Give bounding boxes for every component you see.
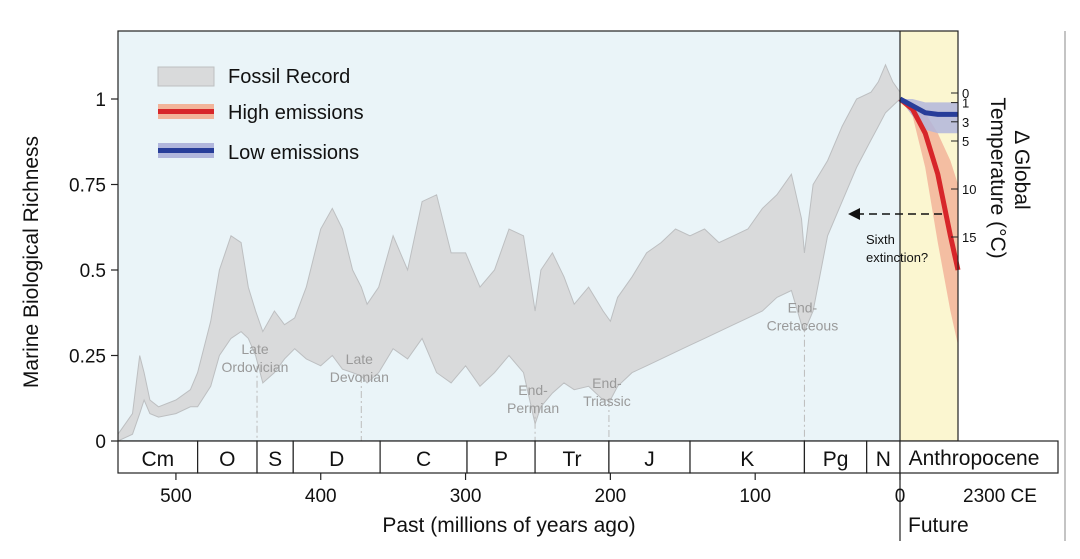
y-tick-label: 0 bbox=[95, 432, 106, 453]
temp-tick-label: 10 bbox=[962, 182, 976, 197]
legend-low-label: Low emissions bbox=[228, 142, 359, 164]
period-cell bbox=[379, 440, 468, 474]
period-cell bbox=[803, 440, 868, 474]
temp-tick-label: 3 bbox=[962, 115, 969, 130]
temp-tick-label: 15 bbox=[962, 230, 976, 245]
extinction-event-labels: Late Ordovician Late Devonian End- Permian End… bbox=[222, 300, 839, 416]
y-axis-ticks: 0 0.25 0.5 0.75 1 bbox=[69, 90, 118, 453]
annotation-line2: extinction? bbox=[866, 250, 928, 265]
period-cell bbox=[292, 440, 381, 474]
y-tick-label: 0.5 bbox=[80, 261, 106, 282]
extinction-event-lines bbox=[256, 324, 805, 441]
x-tick-label: 0 bbox=[895, 486, 906, 507]
annotation-line1: Sixth bbox=[866, 232, 895, 247]
temperature-axis-title-line1: Δ Global bbox=[1010, 130, 1033, 209]
anthropocene-label: Anthropocene bbox=[909, 447, 1040, 470]
high-emissions-line bbox=[898, 97, 961, 271]
period-cell bbox=[197, 440, 258, 474]
x-tick-label: 400 bbox=[305, 486, 337, 507]
period-cell bbox=[256, 440, 294, 474]
extinction-label-line2: Triassic bbox=[583, 393, 631, 409]
arrowhead-icon bbox=[848, 208, 860, 220]
x-tick-label: 200 bbox=[595, 486, 627, 507]
period-label: C bbox=[416, 448, 431, 471]
extinction-label-line2: Cretaceous bbox=[767, 318, 839, 334]
period-label: P bbox=[494, 448, 508, 471]
extinction-label-line2: Permian bbox=[507, 400, 559, 416]
anthropocene-cell bbox=[899, 440, 1059, 474]
x-tick-label: 300 bbox=[450, 486, 482, 507]
x-axis-title: Past (millions of years ago) bbox=[382, 514, 635, 537]
period-label: D bbox=[329, 448, 344, 471]
y-axis-title: Marine Biological Richness bbox=[20, 136, 43, 388]
temperature-axis-ticks: 01 3 5 10 15 bbox=[951, 86, 976, 245]
extinction-label-line2: Ordovician bbox=[222, 359, 289, 375]
temperature-axis-title-line2: Temperature (°C) bbox=[986, 97, 1009, 258]
period-label: Tr bbox=[562, 448, 581, 471]
extinction-label-line1: Late bbox=[346, 351, 373, 367]
x-tick-label: 100 bbox=[739, 486, 771, 507]
period-label: Pg bbox=[823, 448, 849, 471]
period-cell bbox=[466, 440, 536, 474]
temp-tick-label: 5 bbox=[962, 134, 969, 149]
period-label: O bbox=[219, 448, 235, 471]
y-tick-label: 0.25 bbox=[69, 347, 106, 368]
period-cell bbox=[534, 440, 610, 474]
high-emissions-band bbox=[900, 99, 958, 346]
low-emissions-line bbox=[898, 96, 958, 117]
x-tick-label: 500 bbox=[160, 486, 192, 507]
period-cell bbox=[689, 440, 806, 474]
y-tick-label: 1 bbox=[95, 90, 106, 111]
legend-fossil-swatch bbox=[157, 66, 215, 87]
period-label: K bbox=[740, 448, 754, 471]
future-section-label: Future bbox=[908, 514, 969, 537]
extinction-label-line1: Late bbox=[241, 341, 268, 357]
extinction-label-line1: End- bbox=[788, 300, 818, 316]
period-label: N bbox=[876, 448, 891, 471]
temp-tick-label: 1 bbox=[962, 96, 969, 111]
y-tick-label: 0.75 bbox=[69, 176, 106, 197]
future-tick-label: 2300 CE bbox=[963, 486, 1037, 507]
legend: Fossil Record High emissions Low emissio… bbox=[157, 66, 364, 164]
temp-tick-label: 0 bbox=[962, 86, 969, 101]
period-cell bbox=[608, 440, 691, 474]
legend-fossil-label: Fossil Record bbox=[228, 66, 350, 88]
extinction-label-line2: Devonian bbox=[330, 369, 389, 385]
geologic-period-bar: Cm O S D C P Tr J K Pg N bbox=[117, 440, 901, 474]
period-label: Cm bbox=[141, 448, 174, 471]
period-label: J bbox=[644, 448, 655, 471]
x-axis-ticks: 500 400 300 200 100 0 bbox=[160, 473, 905, 507]
legend-high-label: High emissions bbox=[228, 102, 364, 124]
period-label: S bbox=[268, 448, 282, 471]
extinction-label-line1: End- bbox=[592, 375, 622, 391]
extinction-label-line1: End- bbox=[518, 382, 548, 398]
